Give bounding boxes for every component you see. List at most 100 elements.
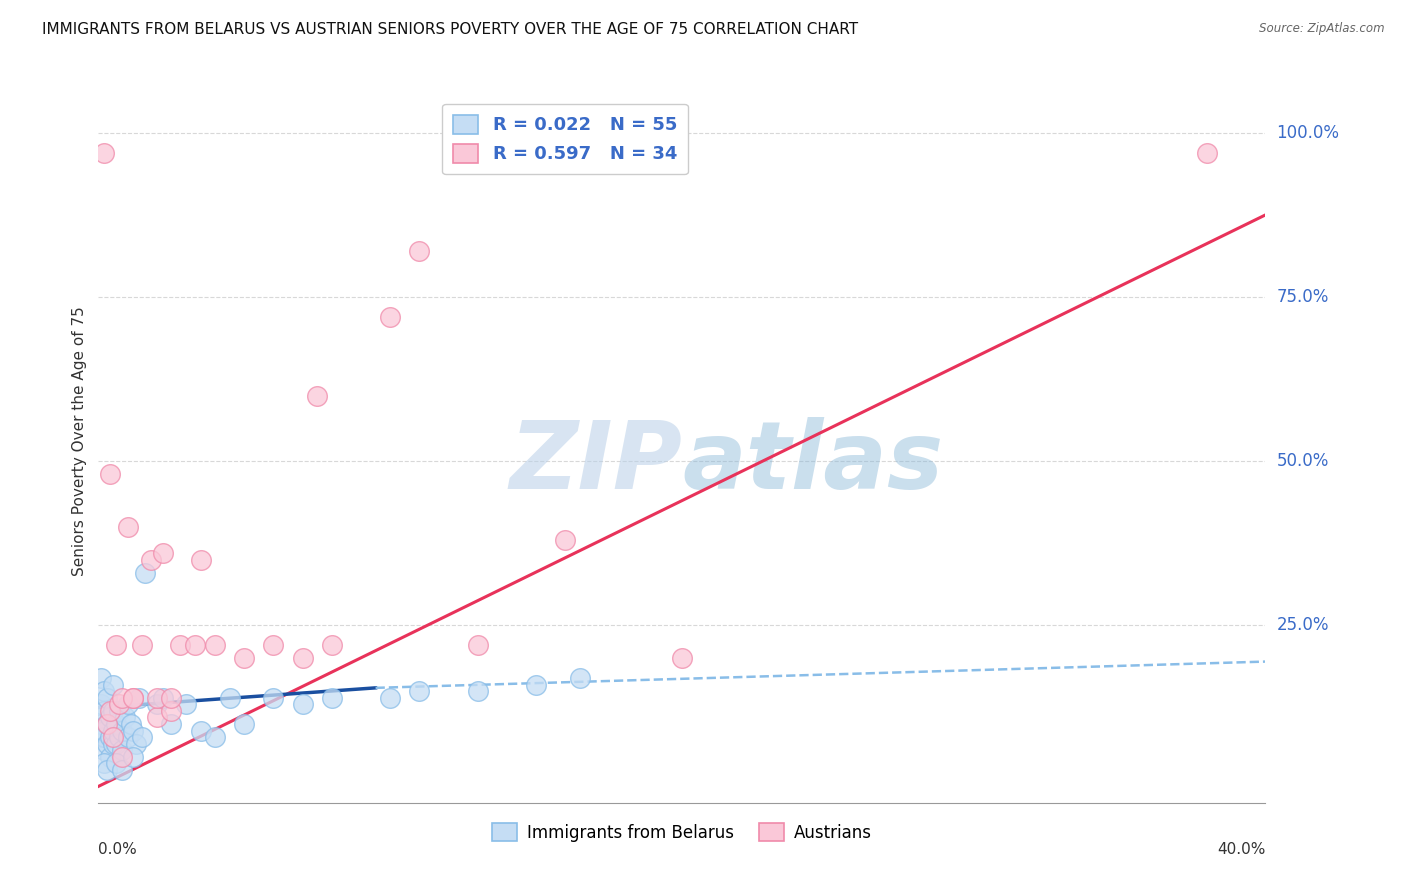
Point <box>120 717 142 731</box>
Point <box>93 743 115 757</box>
Point <box>190 723 212 738</box>
Point <box>111 749 134 764</box>
Point <box>218 690 240 705</box>
Point <box>90 698 112 712</box>
Point <box>291 651 314 665</box>
Point <box>117 730 139 744</box>
Point <box>93 704 115 718</box>
Point <box>146 690 169 705</box>
Point <box>93 723 115 738</box>
Point <box>114 710 136 724</box>
Point <box>111 723 134 738</box>
Point <box>568 671 591 685</box>
Point <box>98 467 121 482</box>
Point <box>111 763 134 777</box>
Point <box>101 737 124 751</box>
Point <box>93 145 115 160</box>
Point <box>380 690 402 705</box>
Point <box>262 690 284 705</box>
Point <box>524 677 547 691</box>
Point <box>108 704 131 718</box>
Text: Source: ZipAtlas.com: Source: ZipAtlas.com <box>1260 22 1385 36</box>
Point <box>96 690 118 705</box>
Point <box>98 730 121 744</box>
Point <box>93 756 115 771</box>
Text: 50.0%: 50.0% <box>1277 452 1329 470</box>
Point <box>111 743 134 757</box>
Point <box>160 704 183 718</box>
Point <box>108 730 131 744</box>
Legend: Immigrants from Belarus, Austrians: Immigrants from Belarus, Austrians <box>485 817 879 848</box>
Point <box>90 717 112 731</box>
Text: 100.0%: 100.0% <box>1277 124 1340 142</box>
Point <box>128 690 150 705</box>
Text: atlas: atlas <box>682 417 943 509</box>
Text: 40.0%: 40.0% <box>1218 842 1265 856</box>
Point <box>204 730 226 744</box>
Point <box>90 730 112 744</box>
Point <box>131 730 153 744</box>
Point <box>408 684 430 698</box>
Point <box>104 717 127 731</box>
Point <box>98 749 121 764</box>
Text: 0.0%: 0.0% <box>98 842 138 856</box>
Point <box>1195 145 1218 160</box>
Point <box>101 723 124 738</box>
Point <box>98 710 121 724</box>
Point <box>104 737 127 751</box>
Point <box>104 756 127 771</box>
Point <box>90 671 112 685</box>
Point <box>408 244 430 258</box>
Point <box>98 704 121 718</box>
Point <box>233 651 256 665</box>
Point <box>307 388 329 402</box>
Point <box>96 737 118 751</box>
Point <box>291 698 314 712</box>
Point <box>233 717 256 731</box>
Y-axis label: Seniors Poverty Over the Age of 75: Seniors Poverty Over the Age of 75 <box>72 307 87 576</box>
Point <box>117 520 139 534</box>
Point <box>131 638 153 652</box>
Point <box>122 690 145 705</box>
Point <box>380 310 402 324</box>
Point <box>96 717 118 731</box>
Point <box>134 566 156 580</box>
Point <box>125 737 148 751</box>
Point <box>122 749 145 764</box>
Point <box>139 553 162 567</box>
Point <box>152 546 174 560</box>
Point <box>671 651 693 665</box>
Point <box>101 730 124 744</box>
Text: 25.0%: 25.0% <box>1277 616 1329 634</box>
Point <box>321 690 343 705</box>
Text: ZIP: ZIP <box>509 417 682 509</box>
Point <box>204 638 226 652</box>
Point <box>321 638 343 652</box>
Point <box>169 638 191 652</box>
Point <box>174 698 197 712</box>
Point <box>160 717 183 731</box>
Point <box>160 690 183 705</box>
Point <box>183 638 205 652</box>
Point <box>122 723 145 738</box>
Point <box>93 684 115 698</box>
Point <box>96 717 118 731</box>
Point <box>262 638 284 652</box>
Point <box>101 704 124 718</box>
Text: IMMIGRANTS FROM BELARUS VS AUSTRIAN SENIORS POVERTY OVER THE AGE OF 75 CORRELATI: IMMIGRANTS FROM BELARUS VS AUSTRIAN SENI… <box>42 22 858 37</box>
Point <box>96 763 118 777</box>
Point <box>101 677 124 691</box>
Point <box>467 684 489 698</box>
Text: 75.0%: 75.0% <box>1277 288 1329 306</box>
Point <box>117 698 139 712</box>
Point <box>104 638 127 652</box>
Point <box>108 698 131 712</box>
Point <box>152 690 174 705</box>
Point <box>554 533 576 547</box>
Point <box>93 730 115 744</box>
Point <box>190 553 212 567</box>
Point <box>467 638 489 652</box>
Point <box>146 698 169 712</box>
Point <box>146 710 169 724</box>
Point <box>122 690 145 705</box>
